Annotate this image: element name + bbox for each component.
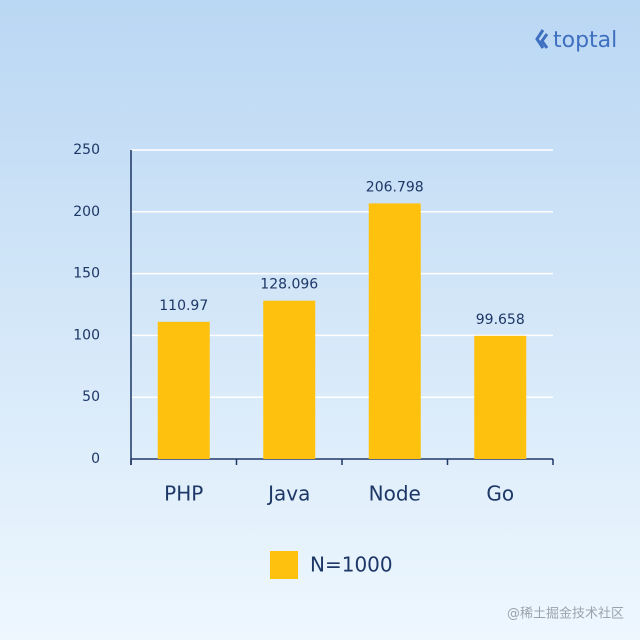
y-tick-label: 100	[73, 327, 100, 343]
y-tick-label: 200	[73, 204, 100, 220]
value-label: 110.97	[159, 298, 208, 314]
x-tick-label: PHP	[164, 482, 203, 506]
legend-swatch	[270, 551, 298, 579]
x-tick-label: Node	[369, 482, 421, 506]
brand[interactable]: toptal	[553, 28, 617, 53]
x-tick-label: Go	[486, 482, 514, 506]
y-tick-label: 50	[82, 389, 100, 405]
value-label: 99.658	[476, 312, 525, 328]
value-label: 206.798	[366, 179, 424, 195]
bar	[263, 300, 316, 459]
bar	[157, 321, 210, 459]
y-tick-label: 0	[91, 451, 100, 467]
bar	[368, 203, 421, 459]
y-tick-label: 150	[73, 266, 100, 282]
bar	[474, 335, 527, 459]
legend-label: N=1000	[310, 553, 393, 577]
watermark: @稀土掘金技术社区	[507, 606, 624, 622]
logo-icon	[535, 29, 549, 49]
value-label: 128.096	[260, 277, 318, 293]
x-tick-label: Java	[266, 482, 310, 506]
y-tick-label: 250	[73, 142, 100, 158]
